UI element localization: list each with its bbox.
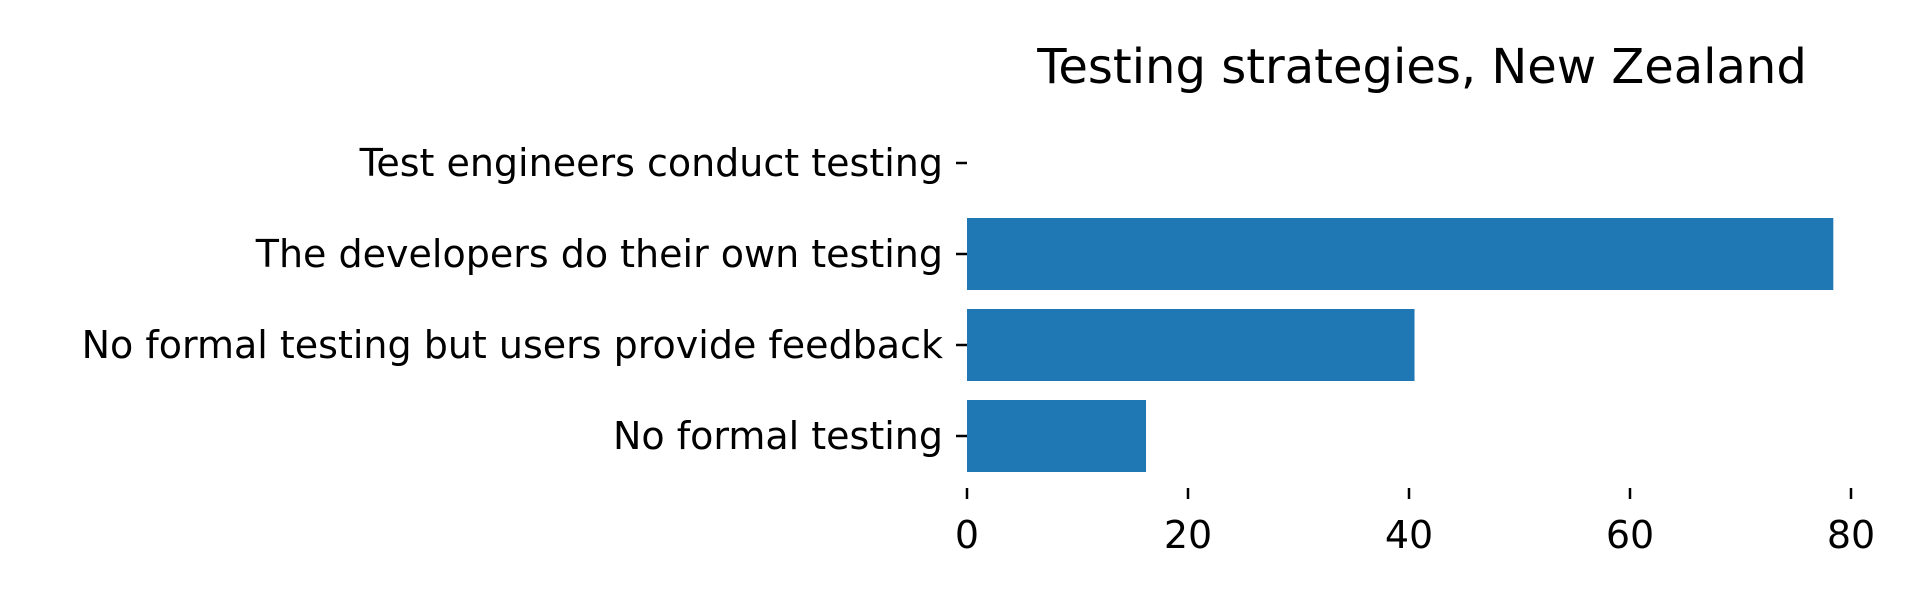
bars-group <box>967 218 1834 472</box>
category-label-0: Test engineers conduct testing <box>359 141 943 185</box>
x-tick-label-0: 0 <box>955 513 979 557</box>
category-label-3: No formal testing <box>613 414 943 458</box>
chart-title: Testing strategies, New Zealand <box>1036 39 1807 95</box>
x-tick-label-3: 60 <box>1606 513 1654 557</box>
bar-3 <box>967 400 1147 472</box>
bar-1 <box>967 218 1834 290</box>
bar-2 <box>967 309 1415 381</box>
x-tick-label-1: 20 <box>1164 513 1212 557</box>
category-label-1: The developers do their own testing <box>255 232 943 276</box>
x-axis: 0 20 40 60 80 <box>955 488 1875 557</box>
category-label-2: No formal testing but users provide feed… <box>82 323 943 367</box>
y-axis: Test engineers conduct testing The develo… <box>82 141 967 458</box>
x-tick-label-2: 40 <box>1385 513 1433 557</box>
x-tick-label-4: 80 <box>1827 513 1875 557</box>
